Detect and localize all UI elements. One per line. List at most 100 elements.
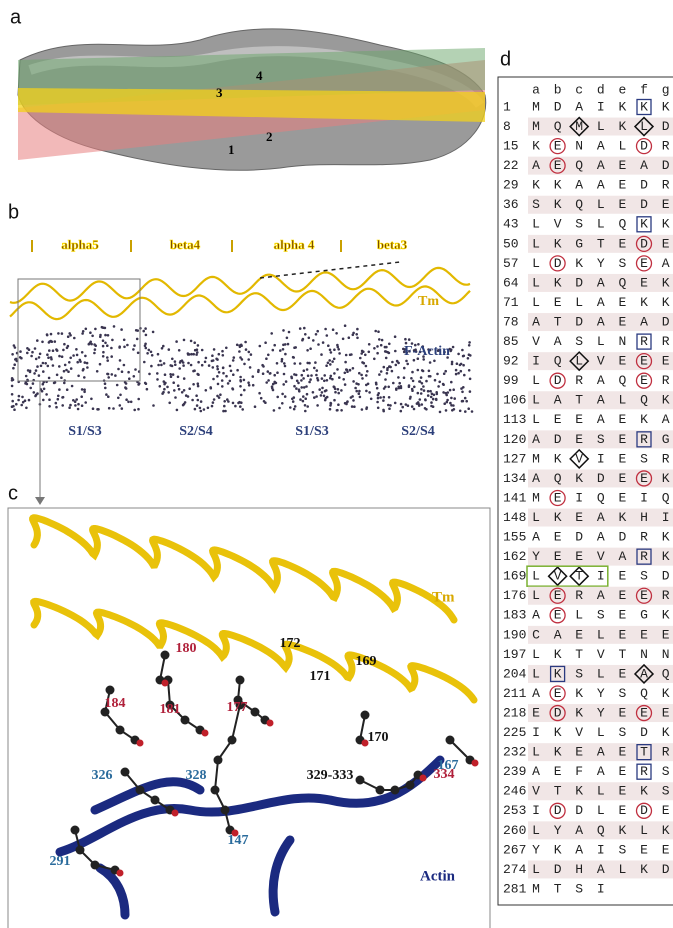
subdomain-label: S1/S3 [68,424,101,439]
residue: A [597,588,605,603]
tm-label: Tm [418,294,439,309]
residue: T [575,393,583,408]
atom [137,740,144,747]
subdomain-label: S1/S3 [295,424,328,439]
residue: R [640,530,648,545]
residue: A [597,314,605,329]
residue: M [532,99,540,114]
residue: S [575,881,583,896]
residue: D [640,803,648,818]
atom [106,686,115,695]
residue: L [532,256,540,271]
residue-label: 147 [228,833,249,848]
atom [71,826,80,835]
residue: S [640,569,648,584]
residue: E [662,803,670,818]
residue: E [640,588,648,603]
residue: R [662,373,670,388]
residue: I [532,803,540,818]
residue: E [640,256,648,271]
residue: T [575,647,583,662]
row-number: 134 [503,471,527,486]
residue: L [618,139,626,154]
residue: A [554,334,562,349]
residue: G [640,608,648,623]
residue: M [532,451,540,466]
row-number: 162 [503,549,526,564]
residue: E [640,354,648,369]
residue: E [618,236,626,251]
residue: K [575,471,583,486]
residue: E [618,432,626,447]
residue: Y [597,256,605,271]
residue: E [618,666,626,681]
row-number: 1 [503,99,511,114]
residue: E [640,275,648,290]
residue: E [554,608,562,623]
row-number: 169 [503,569,526,584]
row-number: 57 [503,256,519,271]
residue: D [662,158,670,173]
row-number: 92 [503,354,519,369]
residue: L [640,823,648,838]
residue-label: 172 [280,636,301,651]
residue: L [597,197,605,212]
residue: V [597,647,605,662]
residue: E [640,471,648,486]
residue: L [532,647,540,662]
residue: Q [575,197,583,212]
residue: L [532,275,540,290]
residue: K [662,217,670,232]
residue: G [662,432,670,447]
residue: A [640,314,648,329]
residue: H [640,510,648,525]
row-number: 85 [503,334,519,349]
residue: A [597,158,605,173]
row-number: 260 [503,823,526,838]
panel-label: a [10,6,22,28]
residue: K [554,745,562,760]
residue: E [618,745,626,760]
residue: T [554,784,562,799]
residue-label: 177 [227,700,248,715]
residue: E [618,569,626,584]
residue: R [640,432,648,447]
residue: I [640,490,648,505]
residue: L [597,217,605,232]
residue: V [575,725,583,740]
residue: T [618,647,626,662]
residue: A [575,842,583,857]
residue: D [554,99,562,114]
residue: L [532,295,540,310]
residue: K [554,510,562,525]
residue: Q [618,217,626,232]
residue: S [532,197,540,212]
row-number: 239 [503,764,526,779]
residue: E [618,295,626,310]
residue: L [618,862,626,877]
row-number: 99 [503,373,519,388]
residue: L [597,119,605,134]
atom [151,796,160,805]
surface-model [18,29,486,170]
residue: V [554,569,562,584]
atom [211,786,220,795]
column-header: f [640,82,648,97]
residue: E [532,705,540,720]
residue: A [597,178,605,193]
residue: D [575,314,583,329]
residue: Q [597,490,605,505]
row-number: 106 [503,393,526,408]
row-number: 120 [503,432,526,447]
residue: K [662,295,670,310]
residue: S [575,334,583,349]
residue: E [575,627,583,642]
atom [162,680,169,687]
residue: A [554,393,562,408]
residue: L [640,119,648,134]
residue: Q [618,373,626,388]
residue: L [532,569,540,584]
residue: D [662,569,670,584]
residue: N [618,334,626,349]
residue: K [554,666,562,681]
